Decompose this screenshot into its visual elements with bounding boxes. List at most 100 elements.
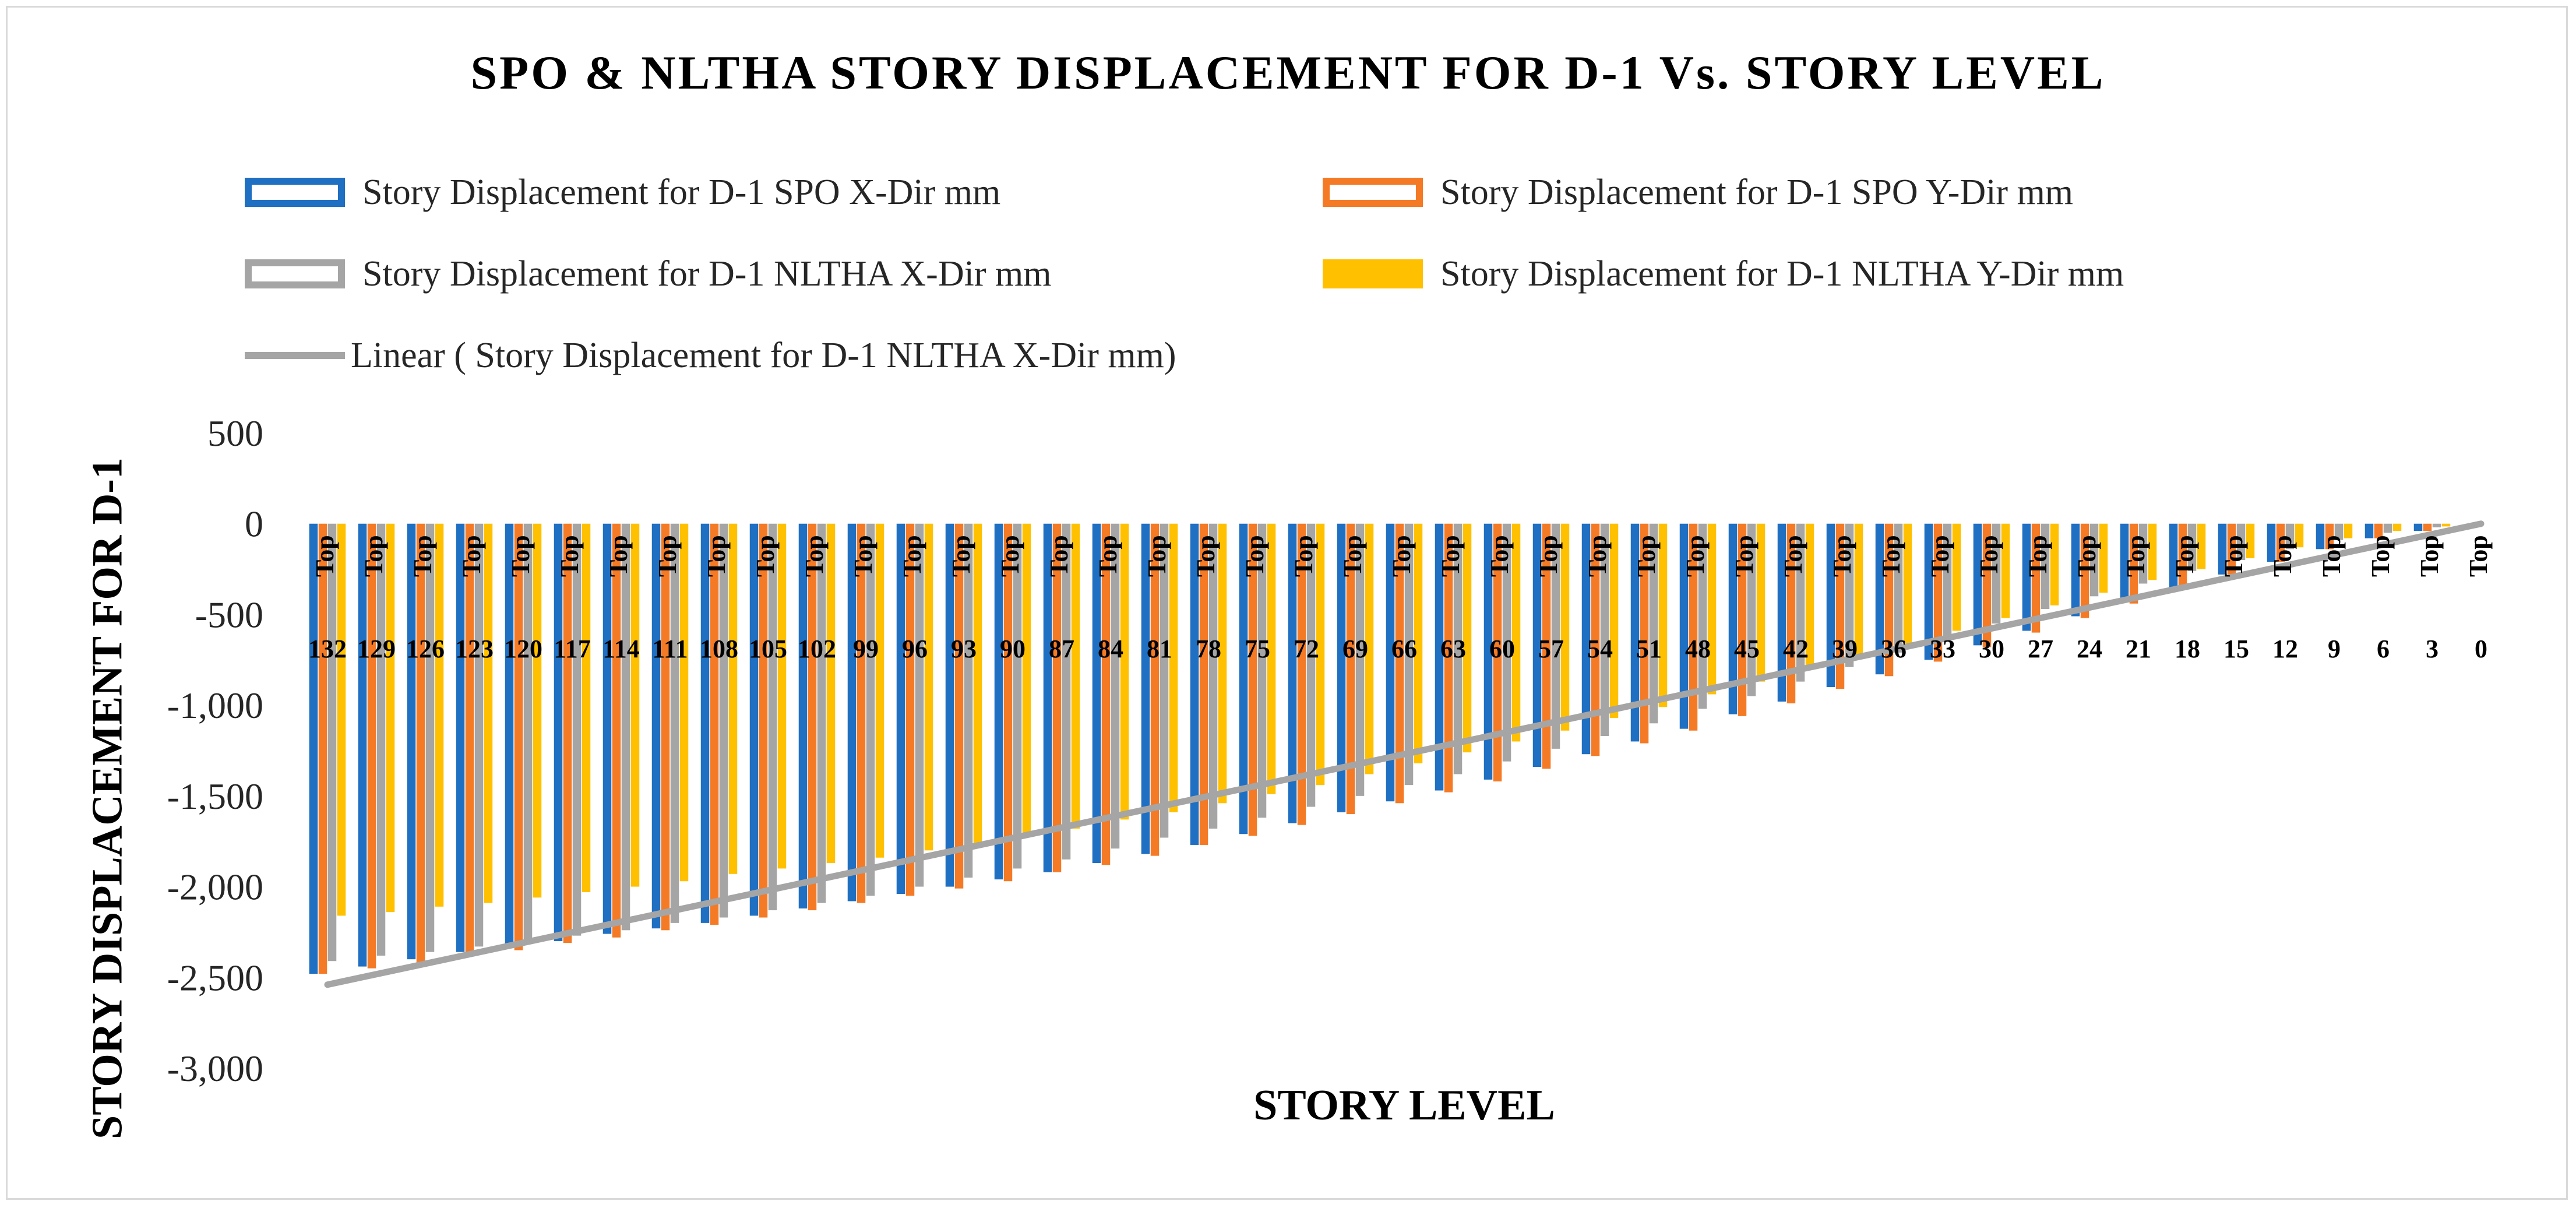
bar-3-27 bbox=[2050, 523, 2059, 605]
bar-0-66 bbox=[1386, 523, 1395, 802]
y-tick-label: -3,000 bbox=[167, 1048, 263, 1089]
bar-0-93 bbox=[945, 523, 954, 887]
x-category-label: 93 bbox=[951, 635, 977, 663]
bar-0-24 bbox=[2071, 523, 2080, 617]
bar-0-12 bbox=[2267, 523, 2276, 562]
legend-entry-spo-x: Story Displacement for D-1 SPO X-Dir mm bbox=[245, 166, 1000, 219]
x-category-top-label: Top bbox=[1241, 535, 1269, 577]
x-category-label: 102 bbox=[798, 635, 836, 663]
x-category-top-label: Top bbox=[311, 535, 339, 577]
legend-entry-spo-y: Story Displacement for D-1 SPO Y-Dir mm bbox=[1323, 166, 2073, 219]
bar-1-78 bbox=[1199, 523, 1208, 845]
x-category-label: 63 bbox=[1440, 635, 1466, 663]
bar-1-42 bbox=[1786, 523, 1796, 704]
bar-0-114 bbox=[602, 523, 612, 934]
bar-0-126 bbox=[407, 523, 416, 960]
bar-2-102 bbox=[817, 523, 826, 903]
x-category-top-label: Top bbox=[1877, 535, 1905, 577]
bar-1-123 bbox=[465, 523, 474, 956]
bar-3-132 bbox=[337, 523, 346, 916]
x-category-top-label: Top bbox=[2317, 535, 2346, 577]
x-category-label: 12 bbox=[2272, 635, 2298, 663]
x-category-label: 66 bbox=[1391, 635, 1417, 663]
x-category-label: 117 bbox=[554, 635, 591, 663]
bar-0-84 bbox=[1092, 523, 1101, 864]
bar-1-66 bbox=[1395, 523, 1404, 804]
bar-0-81 bbox=[1141, 523, 1150, 854]
bar-0-36 bbox=[1875, 523, 1884, 675]
x-category-label: 45 bbox=[1734, 635, 1760, 663]
bar-0-120 bbox=[505, 523, 514, 947]
bar-1-21 bbox=[2129, 523, 2138, 604]
x-category-top-label: Top bbox=[555, 535, 584, 577]
bar-0-87 bbox=[1043, 523, 1052, 872]
bar-0-117 bbox=[554, 523, 563, 941]
bar-3-96 bbox=[924, 523, 933, 851]
x-category-top-label: Top bbox=[604, 535, 633, 577]
bar-2-45 bbox=[1747, 523, 1756, 696]
x-category-top-label: Top bbox=[800, 535, 829, 577]
x-category-label: 3 bbox=[2426, 635, 2438, 663]
bar-2-39 bbox=[1845, 523, 1854, 667]
x-category-top-label: Top bbox=[1926, 535, 1954, 577]
bar-3-45 bbox=[1756, 523, 1766, 682]
x-category-top-label: Top bbox=[1485, 535, 1514, 577]
bar-1-60 bbox=[1493, 523, 1502, 781]
bar-2-30 bbox=[1992, 523, 2001, 624]
bar-3-75 bbox=[1267, 523, 1276, 794]
bar-2-15 bbox=[2236, 523, 2246, 560]
bar-0-96 bbox=[896, 523, 905, 894]
bar-1-36 bbox=[1884, 523, 1894, 677]
bar-3-105 bbox=[777, 523, 787, 869]
x-category-top-label: Top bbox=[653, 535, 682, 577]
bar-1-111 bbox=[661, 523, 670, 931]
bar-0-90 bbox=[994, 523, 1003, 880]
bar-3-12 bbox=[2295, 523, 2304, 548]
x-category-label: 48 bbox=[1685, 635, 1711, 663]
bar-3-33 bbox=[1952, 523, 1961, 631]
bar-3-54 bbox=[1609, 523, 1619, 718]
x-category-top-label: Top bbox=[2073, 535, 2101, 577]
bar-1-102 bbox=[808, 523, 817, 911]
legend-label-nltha-y: Story Displacement for D-1 NLTHA Y-Dir m… bbox=[1440, 253, 2124, 294]
bar-2-24 bbox=[2089, 523, 2099, 597]
bar-1-69 bbox=[1346, 523, 1355, 814]
bar-1-72 bbox=[1297, 523, 1306, 825]
bar-2-84 bbox=[1111, 523, 1120, 849]
bar-2-72 bbox=[1306, 523, 1316, 807]
bar-1-30 bbox=[1982, 523, 1992, 647]
x-category-top-label: Top bbox=[1583, 535, 1612, 577]
x-category-label: 75 bbox=[1245, 635, 1270, 663]
bar-0-72 bbox=[1288, 523, 1297, 823]
bar-1-96 bbox=[905, 523, 915, 896]
bar-2-123 bbox=[474, 523, 484, 947]
bar-2-66 bbox=[1404, 523, 1414, 786]
bar-2-36 bbox=[1894, 523, 1903, 653]
bar-3-48 bbox=[1707, 523, 1717, 695]
bar-2-6 bbox=[2383, 523, 2392, 533]
x-category-top-label: Top bbox=[1436, 535, 1465, 577]
bar-2-51 bbox=[1649, 523, 1658, 724]
bar-0-33 bbox=[1924, 523, 1933, 660]
x-category-top-label: Top bbox=[702, 535, 731, 577]
bar-2-90 bbox=[1013, 523, 1022, 869]
bar-3-87 bbox=[1071, 523, 1080, 829]
y-tick-label: -2,000 bbox=[167, 867, 263, 908]
bar-0-108 bbox=[700, 523, 710, 923]
bar-0-45 bbox=[1728, 523, 1738, 714]
x-category-label: 69 bbox=[1342, 635, 1368, 663]
bar-1-75 bbox=[1248, 523, 1257, 836]
x-category-label: 123 bbox=[455, 635, 494, 663]
y-tick-label: -2,500 bbox=[167, 957, 263, 998]
bar-0-6 bbox=[2364, 523, 2374, 538]
bar-3-57 bbox=[1560, 523, 1570, 731]
x-category-label: 132 bbox=[308, 635, 347, 663]
bar-3-126 bbox=[435, 523, 444, 907]
bar-3-123 bbox=[484, 523, 493, 903]
bar-1-87 bbox=[1052, 523, 1062, 872]
x-category-top-label: Top bbox=[849, 535, 878, 577]
bar-1-63 bbox=[1444, 523, 1453, 793]
bar-1-45 bbox=[1738, 523, 1747, 716]
x-category-label: 114 bbox=[602, 635, 640, 663]
bar-2-21 bbox=[2138, 523, 2148, 584]
